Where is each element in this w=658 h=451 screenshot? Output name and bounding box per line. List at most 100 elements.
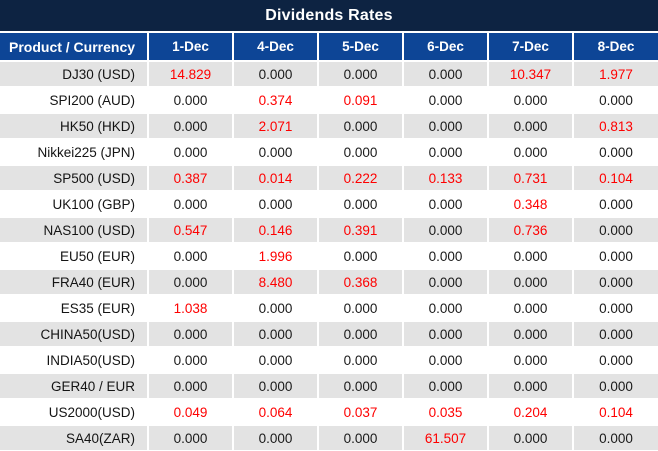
rate-value: 0.000 — [318, 347, 404, 374]
rate-value: 2.071 — [233, 113, 319, 140]
rate-value: 0.000 — [318, 243, 404, 270]
table-row: US2000(USD) 0.049 0.064 0.037 0.035 0.204 0.10… — [0, 399, 658, 426]
rate-value: 0.064 — [233, 399, 319, 426]
widget-title: Dividends Rates — [265, 6, 393, 24]
rate-value: 0.000 — [148, 139, 234, 166]
table-row: SP500 (USD) 0.387 0.014 0.222 0.133 0.731 0.10… — [0, 165, 658, 192]
rate-value: 0.813 — [573, 113, 658, 140]
product-label: HK50 (HKD) — [0, 113, 149, 140]
rate-value: 0.000 — [573, 217, 658, 244]
rate-value: 0.000 — [573, 87, 658, 114]
rate-value: 0.000 — [573, 425, 658, 451]
rate-value: 0.104 — [573, 165, 658, 192]
rate-value: 0.000 — [573, 139, 658, 166]
rate-value: 0.000 — [403, 321, 489, 348]
rate-value: 0.000 — [403, 217, 489, 244]
table-row: EU50 (EUR) 0.000 1.996 0.000 0.000 0.000 0.000 — [0, 243, 658, 270]
product-label: SA40(ZAR) — [0, 425, 149, 451]
rate-value: 0.000 — [148, 373, 234, 400]
title-bar: Dividends Rates — [0, 0, 658, 33]
table-row: UK100 (GBP) 0.000 0.000 0.000 0.000 0.348 0.00… — [0, 191, 658, 218]
rate-value: 0.000 — [233, 347, 319, 374]
rate-value: 0.000 — [148, 347, 234, 374]
product-label: NAS100 (USD) — [0, 217, 149, 244]
rate-value: 0.000 — [318, 425, 404, 451]
rate-value: 0.000 — [233, 191, 319, 218]
rate-value: 0.000 — [318, 61, 404, 88]
table-row: FRA40 (EUR) 0.000 8.480 0.368 0.000 0.000 0.00… — [0, 269, 658, 296]
rate-value: 0.000 — [148, 321, 234, 348]
date-column-header: 1-Dec — [148, 33, 234, 62]
rate-value: 8.480 — [233, 269, 319, 296]
table-row: CHINA50(USD) 0.000 0.000 0.000 0.000 0.000 0.0… — [0, 321, 658, 348]
rate-value: 61.507 — [403, 425, 489, 451]
date-column-header: 6-Dec — [403, 33, 489, 62]
product-label: EU50 (EUR) — [0, 243, 149, 270]
rate-value: 14.829 — [148, 61, 234, 88]
rate-value: 0.368 — [318, 269, 404, 296]
dividends-rates-table: Product / Currency 1-Dec 4-Dec 5-Dec 6-Dec 7-… — [0, 33, 658, 451]
rate-value: 0.391 — [318, 217, 404, 244]
product-label: SP500 (USD) — [0, 165, 149, 192]
rate-value: 0.000 — [403, 87, 489, 114]
rate-value: 0.000 — [573, 191, 658, 218]
rate-value: 0.000 — [148, 191, 234, 218]
table-row: ES35 (EUR) 1.038 0.000 0.000 0.000 0.000 0.000 — [0, 295, 658, 322]
table-row: INDIA50(USD) 0.000 0.000 0.000 0.000 0.000 0.0… — [0, 347, 658, 374]
table-row: SPI200 (AUD) 0.000 0.374 0.091 0.000 0.000 0.0… — [0, 87, 658, 114]
rate-value: 0.000 — [318, 191, 404, 218]
rate-value: 0.035 — [403, 399, 489, 426]
rate-value: 1.996 — [233, 243, 319, 270]
rate-value: 0.000 — [233, 373, 319, 400]
rate-value: 1.977 — [573, 61, 658, 88]
rate-value: 0.000 — [403, 373, 489, 400]
table-row: Nikkei225 (JPN) 0.000 0.000 0.000 0.000 0.000… — [0, 139, 658, 166]
rate-value: 0.000 — [233, 321, 319, 348]
product-label: ES35 (EUR) — [0, 295, 149, 322]
rate-value: 0.000 — [488, 139, 574, 166]
rate-value: 0.731 — [488, 165, 574, 192]
table-header-row: Product / Currency 1-Dec 4-Dec 5-Dec 6-Dec 7-… — [0, 33, 658, 62]
rate-value: 0.000 — [233, 61, 319, 88]
rate-value: 0.000 — [403, 347, 489, 374]
product-label: UK100 (GBP) — [0, 191, 149, 218]
rate-value: 0.000 — [403, 295, 489, 322]
rate-value: 0.000 — [318, 321, 404, 348]
rate-value: 0.000 — [233, 295, 319, 322]
rate-value: 0.000 — [403, 191, 489, 218]
rate-value: 0.348 — [488, 191, 574, 218]
date-column-header: 4-Dec — [233, 33, 319, 62]
rate-value: 0.374 — [233, 87, 319, 114]
table-row: HK50 (HKD) 0.000 2.071 0.000 0.000 0.000 0.813 — [0, 113, 658, 140]
rate-value: 0.000 — [573, 243, 658, 270]
rate-value: 0.104 — [573, 399, 658, 426]
table-row: SA40(ZAR) 0.000 0.000 0.000 61.507 0.000 0.000 — [0, 425, 658, 451]
product-label: CHINA50(USD) — [0, 321, 149, 348]
rate-value: 0.000 — [318, 113, 404, 140]
rate-value: 0.000 — [488, 347, 574, 374]
product-label: GER40 / EUR — [0, 373, 149, 400]
rate-value: 0.547 — [148, 217, 234, 244]
rate-value: 0.000 — [488, 243, 574, 270]
rate-value: 0.000 — [403, 243, 489, 270]
rate-value: 0.049 — [148, 399, 234, 426]
rate-value: 0.000 — [318, 139, 404, 166]
rate-value: 1.038 — [148, 295, 234, 322]
product-label: INDIA50(USD) — [0, 347, 149, 374]
rate-value: 0.000 — [403, 61, 489, 88]
table-row: NAS100 (USD) 0.547 0.146 0.391 0.000 0.736 0.0… — [0, 217, 658, 244]
date-column-header: 7-Dec — [488, 33, 574, 62]
rate-value: 0.000 — [488, 425, 574, 451]
product-label: US2000(USD) — [0, 399, 149, 426]
rate-value: 0.014 — [233, 165, 319, 192]
rate-value: 0.000 — [573, 295, 658, 322]
rate-value: 0.000 — [403, 139, 489, 166]
rate-value: 0.000 — [488, 113, 574, 140]
rate-value: 0.000 — [573, 373, 658, 400]
rate-value: 0.000 — [488, 321, 574, 348]
rate-value: 0.133 — [403, 165, 489, 192]
rate-value: 0.000 — [488, 373, 574, 400]
rate-value: 0.091 — [318, 87, 404, 114]
rate-value: 0.000 — [318, 295, 404, 322]
